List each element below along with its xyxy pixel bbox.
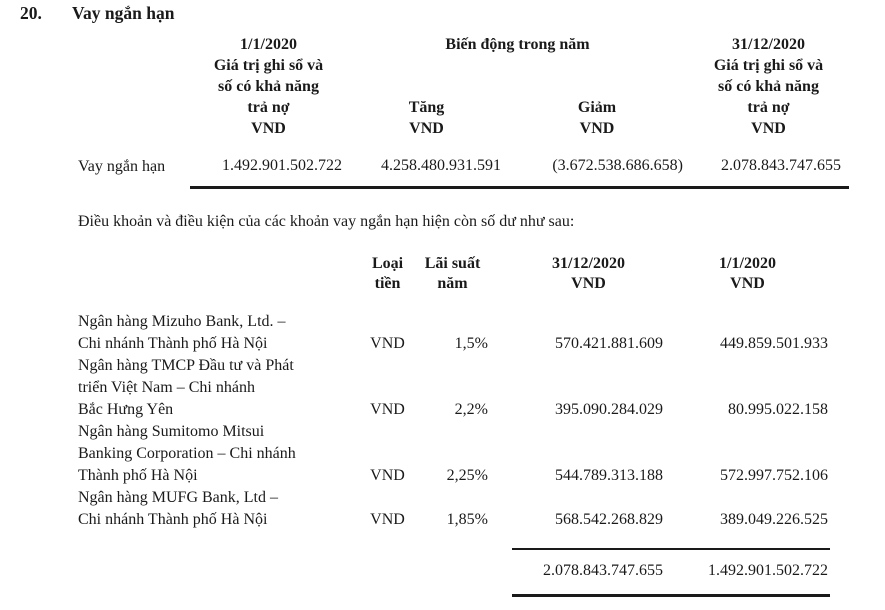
closing-column-header: 31/12/2020 VND	[552, 255, 625, 292]
closing-date-header: 31/12/2020	[732, 36, 805, 53]
section-heading: 20. Vay ngắn hạn	[20, 3, 174, 24]
currency-value: VND	[370, 511, 405, 528]
decrease-unit-label: VND	[579, 120, 615, 137]
opening-value: 449.859.501.933	[720, 335, 828, 352]
increase-unit-label: VND	[409, 120, 444, 137]
bank-name: Ngân hàng TMCP Đầu tư và Phát triển Việt…	[78, 357, 294, 418]
currency-header: Loại tiền	[371, 255, 404, 292]
opening-unit-label: VND	[251, 120, 286, 137]
empty-cell	[360, 549, 415, 596]
empty-cell	[415, 549, 490, 596]
summary-header-row-subtitles: Giá trị ghi sổ và số có khả năng trả nợ …	[78, 55, 849, 139]
terms-note: Điều khoản và điều kiện của các khoản va…	[78, 213, 575, 230]
section-number: 20.	[20, 3, 42, 23]
closing-value: 570.421.881.609	[555, 335, 663, 352]
detail-table: Loại tiền Lãi suất năm 31/12/2020 VND 1/…	[78, 250, 830, 597]
currency-value: VND	[370, 335, 405, 352]
spacer-cell	[490, 250, 512, 311]
spacer-cell	[490, 355, 512, 421]
currency-value: VND	[370, 467, 405, 484]
total-row: 2.078.843.747.655 1.492.901.502.722	[78, 548, 830, 597]
opening-value: 389.049.226.525	[720, 511, 828, 528]
spacer-cell	[490, 487, 512, 531]
bank-row-sumitomo: Ngân hàng Sumitomo Mitsui Banking Corpor…	[78, 421, 830, 487]
closing-value: 395.090.284.029	[555, 401, 663, 418]
opening-subtitle-header: Giá trị ghi sổ và số có khả năng trả nợ …	[190, 55, 347, 139]
bank-name: Ngân hàng Mizuho Bank, Ltd. – Chi nhánh …	[78, 313, 286, 352]
rate-header: Lãi suất năm	[424, 255, 481, 292]
empty-cell	[78, 549, 360, 596]
opening-column-header: 1/1/2020 VND	[719, 255, 776, 292]
spacer-cell	[490, 549, 512, 596]
movement-group-header: Biến động trong năm	[445, 36, 590, 53]
currency-value: VND	[370, 401, 405, 418]
increase-header: Tăng VND	[347, 55, 506, 139]
closing-unit-label: VND	[751, 120, 786, 137]
summary-row-label: Vay ngắn hạn	[78, 157, 166, 175]
closing-value: 568.542.268.829	[555, 511, 663, 528]
bank-row-mufg: Ngân hàng MUFG Bank, Ltd – Chi nhánh Thà…	[78, 487, 830, 531]
bank-row-mizuho: Ngân hàng Mizuho Bank, Ltd. – Chi nhánh …	[78, 311, 830, 355]
detail-header-row: Loại tiền Lãi suất năm 31/12/2020 VND 1/…	[78, 250, 830, 311]
decrease-header: Giảm VND	[506, 55, 688, 139]
spacer-cell	[490, 311, 512, 355]
interest-rate-value: 1,85%	[446, 511, 488, 528]
interest-rate-value: 1,5%	[454, 335, 488, 352]
spacer-row	[78, 531, 830, 549]
summary-header-row-dates: 1/1/2020 Biến động trong năm 31/12/2020	[78, 34, 849, 55]
opening-date-header: 1/1/2020	[240, 36, 297, 53]
bank-name: Ngân hàng Sumitomo Mitsui Banking Corpor…	[78, 423, 296, 484]
closing-balance-value: 2.078.843.747.655	[688, 139, 849, 189]
opening-value: 572.997.752.106	[720, 467, 828, 484]
interest-rate-value: 2,25%	[446, 467, 488, 484]
spacer-cell	[490, 421, 512, 487]
decrease-value: (3.672.538.686.658)	[506, 139, 688, 189]
closing-value: 544.789.313.188	[555, 467, 663, 484]
closing-subtitle-header: Giá trị ghi sổ và số có khả năng trả nợ …	[688, 55, 849, 139]
summary-table: 1/1/2020 Biến động trong năm 31/12/2020 …	[78, 34, 849, 189]
empty-cell	[78, 34, 190, 55]
empty-cell	[78, 55, 190, 139]
interest-rate-value: 2,2%	[454, 401, 488, 418]
opening-value: 80.995.022.158	[728, 401, 828, 418]
opening-balance-value: 1.492.901.502.722	[190, 139, 347, 189]
summary-data-row: Vay ngắn hạn 1.492.901.502.722 4.258.480…	[78, 139, 849, 189]
section-title: Vay ngắn hạn	[72, 3, 175, 23]
bank-row-bidv: Ngân hàng TMCP Đầu tư và Phát triển Việt…	[78, 355, 830, 421]
bank-name: Ngân hàng MUFG Bank, Ltd – Chi nhánh Thà…	[78, 489, 278, 528]
total-closing-value: 2.078.843.747.655	[512, 548, 665, 597]
empty-cell	[78, 250, 360, 311]
increase-value: 4.258.480.931.591	[347, 139, 506, 189]
total-opening-value: 1.492.901.502.722	[665, 548, 830, 597]
